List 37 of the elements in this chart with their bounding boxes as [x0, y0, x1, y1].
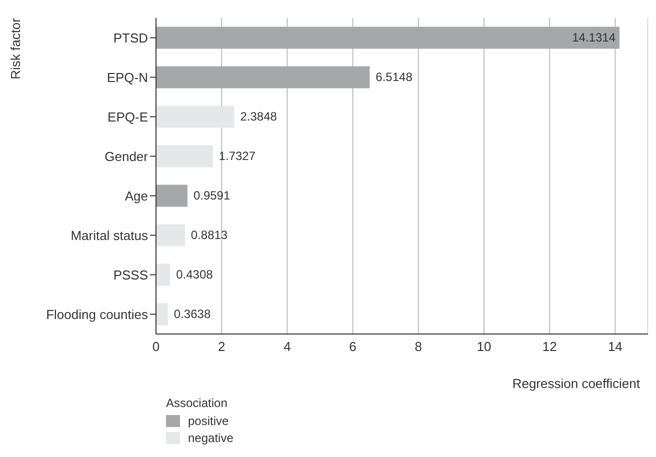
y-tick-label: PSSS	[113, 267, 148, 282]
data-label: 0.9591	[193, 188, 230, 203]
bar	[156, 303, 168, 326]
y-tick-label: Gender	[104, 148, 149, 164]
y-tick-label: EPQ-N	[106, 70, 148, 85]
data-label: 2.3848	[240, 110, 278, 124]
legend-title: Association	[166, 396, 228, 410]
y-tick-label: PTSD	[113, 30, 148, 46]
data-label: 1.7327	[218, 149, 256, 164]
x-tick-label: 10	[476, 339, 492, 354]
y-tick-label: Flooding counties	[46, 306, 148, 322]
data-label: 0.8813	[190, 228, 228, 242]
x-tick-label: 4	[284, 339, 291, 354]
bar	[156, 106, 234, 128]
x-tick-label: 12	[542, 339, 557, 354]
legend-label: positive	[188, 414, 229, 428]
bar	[156, 66, 370, 88]
x-axis-title: Regression coefficient	[512, 376, 640, 391]
x-tick-label: 14	[608, 339, 622, 354]
data-label: 0.3638	[174, 307, 211, 322]
bar	[156, 264, 170, 286]
x-tick-label: 8	[414, 339, 422, 354]
bar	[156, 184, 188, 207]
bar	[156, 26, 620, 49]
data-label: 6.5148	[376, 70, 413, 84]
data-label: 0.4308	[176, 268, 214, 282]
y-tick-label: Marital status	[70, 228, 148, 243]
y-tick-label: EPQ-E	[108, 109, 148, 124]
y-axis-title: Risk factor	[8, 18, 23, 80]
y-tick-label: Age	[124, 188, 148, 204]
x-tick-label: 6	[349, 339, 356, 354]
x-tick-label: 2	[218, 339, 226, 354]
legend-label: negative	[188, 431, 234, 445]
x-tick-label: 0	[152, 339, 160, 354]
bar	[156, 224, 185, 246]
data-label: 14.1314	[572, 30, 616, 45]
bar	[156, 145, 213, 168]
